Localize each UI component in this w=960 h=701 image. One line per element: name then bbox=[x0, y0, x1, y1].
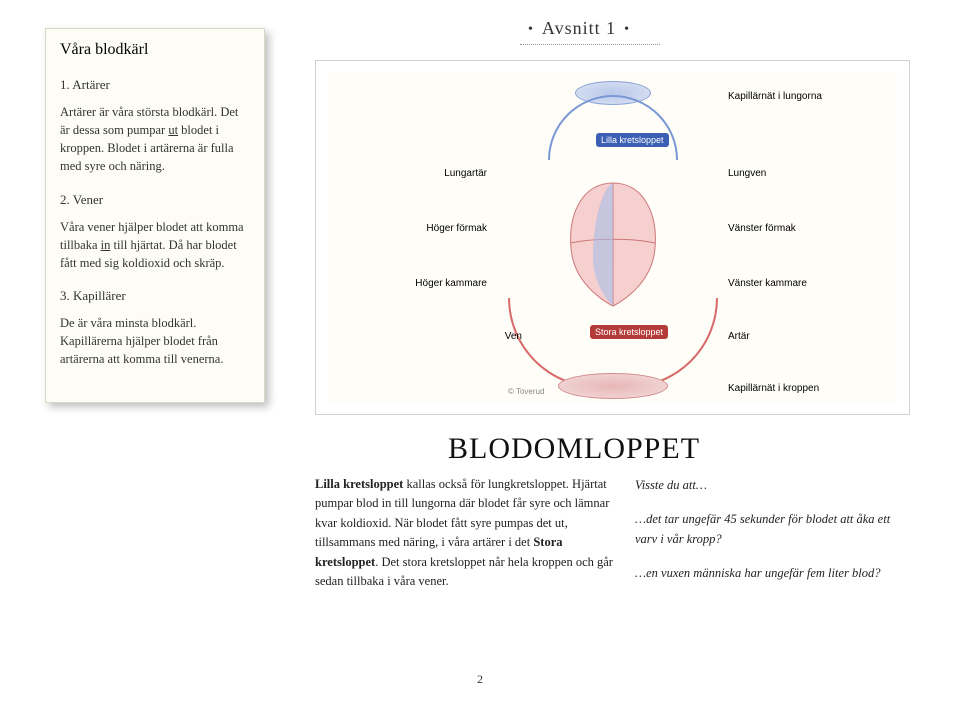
main-title: BLODOMLOPPET bbox=[448, 432, 700, 466]
label-lungartar: Lungartär bbox=[444, 168, 487, 179]
sidebar-section-body: Artärer är våra största blodkärl. Det är… bbox=[60, 103, 250, 176]
diagram-credit: © Toverud bbox=[508, 387, 544, 396]
label-artar: Artär bbox=[728, 331, 750, 342]
label-vanster-kammare: Vänster kammare bbox=[728, 278, 807, 289]
label-hoger-kammare: Höger kammare bbox=[415, 278, 487, 289]
sidebar-section-heading: 1. Artärer bbox=[60, 77, 250, 93]
sidebar-title: Våra blodkärl bbox=[60, 41, 250, 59]
sidebar-item: 2. Vener Våra vener hjälper blodet att k… bbox=[60, 192, 250, 272]
pill-big-loop: Stora kretsloppet bbox=[590, 325, 668, 339]
label-kapillarnat-lungorna: Kapillärnät i lungorna bbox=[728, 91, 822, 102]
body-col-right: Visste du att… …det tar ungefär 45 sekun… bbox=[635, 475, 915, 597]
diagram-frame: Lilla kretsloppet Stora kretsloppet Lung… bbox=[315, 60, 910, 415]
label-vanster-formak: Vänster förmak bbox=[728, 223, 796, 234]
sidebar-item: 3. Kapillärer De är våra minsta blodkärl… bbox=[60, 288, 250, 368]
label-kapillarnat-kroppen: Kapillärnät i kroppen bbox=[728, 383, 819, 394]
capillary-net-body-shape bbox=[558, 373, 668, 399]
body-col-left: Lilla kretsloppet kallas också för lungk… bbox=[315, 475, 615, 591]
label-ven: Ven bbox=[505, 331, 522, 342]
fact-line: …en vuxen människa har ungefär fem liter… bbox=[635, 563, 915, 583]
section-header: Avsnitt 1 bbox=[520, 18, 638, 39]
page-number: 2 bbox=[0, 672, 960, 687]
fact-intro: Visste du att… bbox=[635, 475, 915, 495]
sidebar-section-heading: 2. Vener bbox=[60, 192, 250, 208]
sidebar-section-heading: 3. Kapillärer bbox=[60, 288, 250, 304]
small-loop-shape bbox=[548, 95, 678, 160]
sidebar-section-body: De är våra minsta blodkärl. Kapillärerna… bbox=[60, 314, 250, 368]
section-underline bbox=[520, 44, 660, 45]
pill-small-loop: Lilla kretsloppet bbox=[596, 133, 669, 147]
sidebar-item: 1. Artärer Artärer är våra största blodk… bbox=[60, 77, 250, 176]
sidebar-note: Våra blodkärl 1. Artärer Artärer är våra… bbox=[45, 28, 265, 403]
label-lungven: Lungven bbox=[728, 168, 766, 179]
fact-line: …det tar ungefär 45 sekunder för blodet … bbox=[635, 509, 915, 549]
heart-shape bbox=[563, 178, 663, 308]
label-hoger-formak: Höger förmak bbox=[426, 223, 487, 234]
diagram-canvas: Lilla kretsloppet Stora kretsloppet Lung… bbox=[328, 73, 897, 402]
sidebar-section-body: Våra vener hjälper blodet att komma till… bbox=[60, 218, 250, 272]
